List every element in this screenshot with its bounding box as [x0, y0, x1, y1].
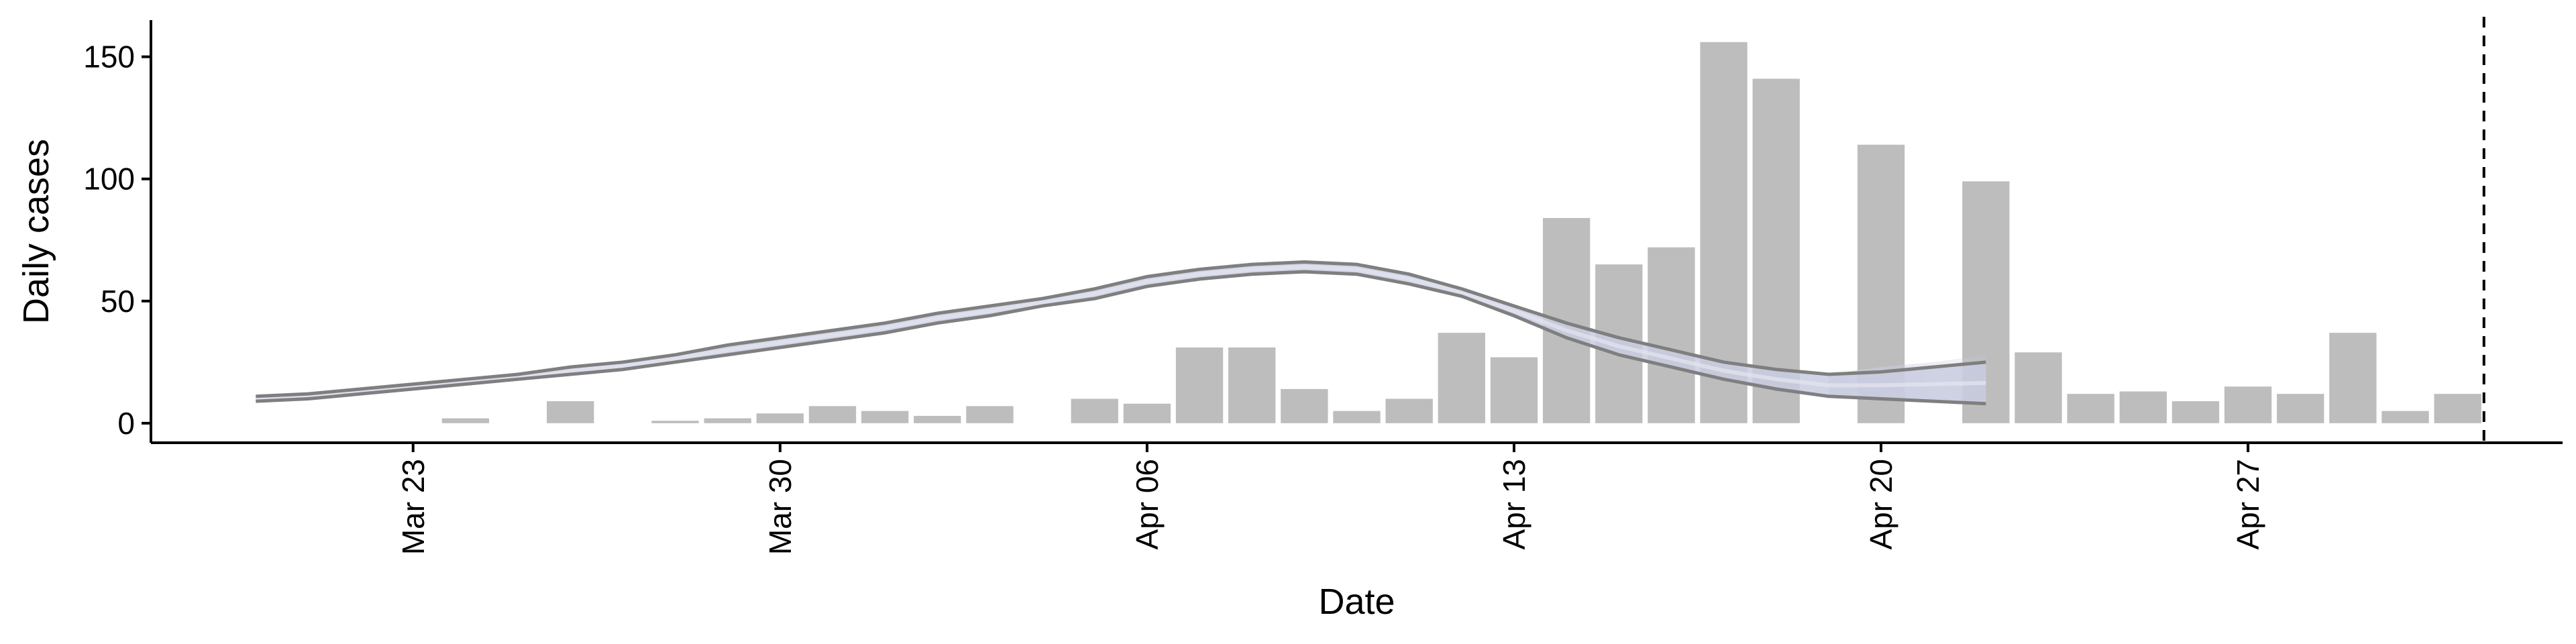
x-tick-label-2020-03-23: Mar 23 — [396, 459, 431, 555]
x-tick-label-2020-04-27: Apr 27 — [2231, 459, 2265, 550]
bar-2020-03-30 — [756, 413, 804, 423]
estimate-lines-layer — [256, 260, 1986, 406]
bar-2020-04-08 — [1228, 347, 1276, 423]
bars-layer — [441, 42, 2481, 423]
y-tick-label-150: 150 — [83, 40, 135, 74]
y-tick-label-0: 0 — [117, 406, 135, 441]
y-axis-title: Daily cases — [16, 139, 56, 324]
bar-2020-04-30 — [2381, 411, 2429, 423]
y-ticks: 0 50 100 150 — [83, 40, 151, 441]
bar-2020-05-01 — [2434, 394, 2481, 423]
estimate-upper-line — [256, 260, 1986, 398]
bar-2020-03-29 — [704, 418, 751, 423]
x-tick-label-2020-04-20: Apr 20 — [1864, 459, 1898, 550]
bar-2020-04-23 — [2015, 352, 2062, 423]
estimate-band — [256, 262, 1986, 404]
x-tick-label-2020-04-06: Apr 06 — [1130, 459, 1165, 550]
x-tick-label-2020-03-30: Mar 30 — [763, 459, 798, 555]
bar-2020-04-12 — [1438, 333, 1485, 423]
y-tick-label-50: 50 — [101, 284, 135, 319]
bar-2020-03-24 — [441, 418, 490, 423]
axes-layer — [150, 20, 2563, 444]
bar-2020-04-05 — [1071, 398, 1118, 423]
bar-2020-04-10 — [1333, 411, 1381, 423]
bar-2020-04-03 — [966, 406, 1014, 423]
bar-2020-04-24 — [2067, 394, 2114, 423]
bar-2020-03-28 — [651, 421, 699, 423]
x-tick-label-2020-04-13: Apr 13 — [1497, 459, 1532, 550]
bar-2020-04-06 — [1123, 403, 1171, 423]
bar-2020-04-26 — [2171, 401, 2220, 423]
bar-2020-04-07 — [1175, 347, 1224, 423]
bar-2020-04-02 — [914, 415, 961, 423]
bar-2020-03-31 — [808, 406, 857, 423]
bar-2020-04-09 — [1281, 388, 1328, 423]
bar-2020-04-28 — [2277, 394, 2324, 423]
bar-2020-04-16 — [1648, 247, 1695, 423]
bar-2020-04-29 — [2329, 333, 2377, 423]
estimate-center-line — [256, 264, 1986, 401]
x-ticks: Mar 23 Mar 30 Apr 06 Apr 13 Apr 20 Apr 27 — [396, 443, 2265, 555]
bar-2020-04-01 — [861, 411, 909, 423]
bar-2020-04-25 — [2119, 391, 2167, 423]
estimate-lower-line — [256, 270, 1986, 406]
bar-2020-04-27 — [2224, 386, 2272, 423]
bar-2020-03-26 — [547, 401, 594, 423]
x-axis-title: Date — [1318, 582, 1395, 622]
y-tick-label-100: 100 — [83, 162, 135, 197]
bar-2020-04-13 — [1490, 357, 1538, 423]
bar-2020-04-11 — [1385, 398, 1433, 423]
